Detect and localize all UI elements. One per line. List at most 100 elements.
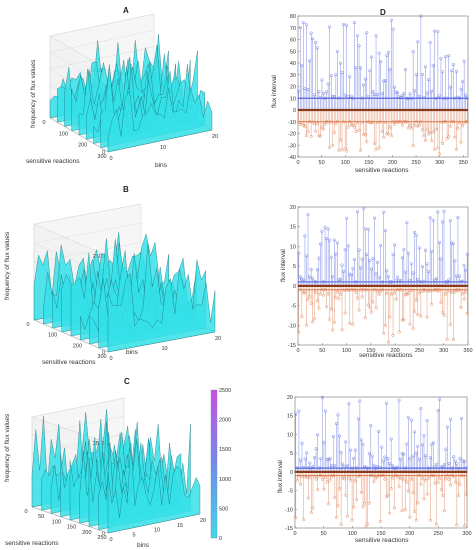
lower-marker (302, 518, 306, 522)
lower-marker (316, 488, 320, 492)
upper-marker (436, 210, 440, 214)
lower-marker (419, 314, 423, 318)
x-tick-label: 200 (73, 343, 82, 349)
lower-marker (365, 140, 369, 144)
upper-marker (345, 464, 349, 468)
lower-marker (459, 140, 463, 144)
lower-marker (464, 493, 468, 497)
x-tick-label: 250 (434, 531, 443, 537)
lower-marker (416, 313, 420, 317)
upper-marker (420, 265, 424, 269)
lower-marker (386, 493, 390, 497)
upper-marker (378, 466, 382, 470)
y-tick-label: 20 (287, 395, 293, 401)
upper-marker (379, 243, 383, 247)
lower-marker (341, 476, 345, 480)
panel-b: B 05001000150020002500010020030001020 fr… (0, 180, 238, 370)
upper-marker (308, 461, 312, 465)
lower-marker (327, 502, 331, 506)
upper-marker (414, 451, 418, 455)
lower-marker (325, 480, 329, 484)
plot-frame (294, 396, 468, 529)
upper-marker (321, 91, 325, 95)
y-tick-label: 20 (290, 85, 296, 91)
y-tick-label: 20 (215, 336, 221, 342)
lower-marker (311, 506, 315, 510)
yaxis-label-f: flux interval (277, 460, 284, 493)
upper-marker (355, 34, 359, 38)
upper-marker (359, 438, 363, 442)
lower-marker (441, 494, 445, 498)
x-tick-label: 200 (82, 530, 91, 536)
y-tick-label: -15 (285, 526, 293, 532)
upper-marker (298, 275, 302, 279)
lower-marker (391, 476, 395, 480)
upper-marker (322, 440, 326, 444)
lower-marker (337, 297, 341, 301)
upper-marker (320, 78, 324, 82)
upper-marker (314, 40, 318, 44)
upper-marker (456, 216, 460, 220)
upper-marker (371, 89, 375, 93)
upper-marker (442, 209, 446, 213)
lower-marker (449, 483, 453, 487)
lower-marker (377, 293, 381, 297)
x-tick-label: 300 (439, 348, 448, 354)
lower-marker (388, 315, 392, 319)
lower-marker (411, 144, 415, 148)
lower-marker (334, 516, 338, 520)
upper-marker (358, 399, 362, 403)
lower-marker (340, 148, 344, 152)
upper-marker (357, 44, 361, 48)
lower-marker (393, 122, 397, 126)
lower-marker (328, 318, 332, 322)
panel-e: E -15-10-505101520050100150200250300350 … (238, 180, 476, 370)
upper-marker (297, 409, 301, 413)
upper-marker (379, 59, 383, 63)
x-tick-label: 300 (435, 160, 444, 166)
upper-marker (405, 442, 409, 446)
lower-marker (463, 524, 467, 528)
upper-marker (383, 455, 387, 459)
upper-marker (369, 55, 373, 59)
lower-marker (453, 290, 457, 294)
lower-marker (461, 124, 465, 128)
panel-letter-c: C (124, 377, 130, 386)
upper-marker (359, 66, 363, 70)
x-tick-label: 0 (42, 120, 45, 126)
upper-marker (320, 395, 324, 399)
lower-marker (383, 477, 387, 481)
x-tick-label: 100 (52, 519, 61, 525)
y-tick-label: 50 (290, 49, 296, 55)
upper-marker (338, 434, 342, 438)
x-tick-label: 150 (364, 160, 373, 166)
upper-marker (428, 456, 432, 460)
lower-marker (400, 509, 404, 513)
y-tick-label: 20 (212, 134, 218, 140)
lower-marker (321, 127, 325, 131)
upper-marker (437, 240, 441, 244)
upper-marker (362, 206, 366, 210)
xaxis-label-e: sensitive reactions (359, 352, 413, 359)
upper-marker (356, 417, 360, 421)
upper-marker (449, 417, 453, 421)
lower-marker (389, 134, 393, 138)
upper-marker (416, 40, 420, 44)
lower-marker (447, 477, 451, 481)
y-tick-label: 10 (290, 244, 296, 250)
upper-marker (393, 85, 397, 89)
lower-marker (343, 311, 347, 315)
upper-marker (335, 49, 339, 53)
upper-marker (453, 259, 457, 263)
lower-marker (453, 481, 457, 485)
x-tick-label: 0 (296, 348, 299, 354)
lower-marker (461, 474, 465, 478)
z-tick-label: 0 (102, 350, 105, 356)
y-tick-label: -10 (288, 120, 296, 126)
upper-marker (424, 454, 428, 458)
lower-marker (359, 491, 363, 495)
lower-marker (436, 481, 440, 485)
upper-marker (330, 464, 334, 468)
lower-marker (295, 478, 299, 482)
